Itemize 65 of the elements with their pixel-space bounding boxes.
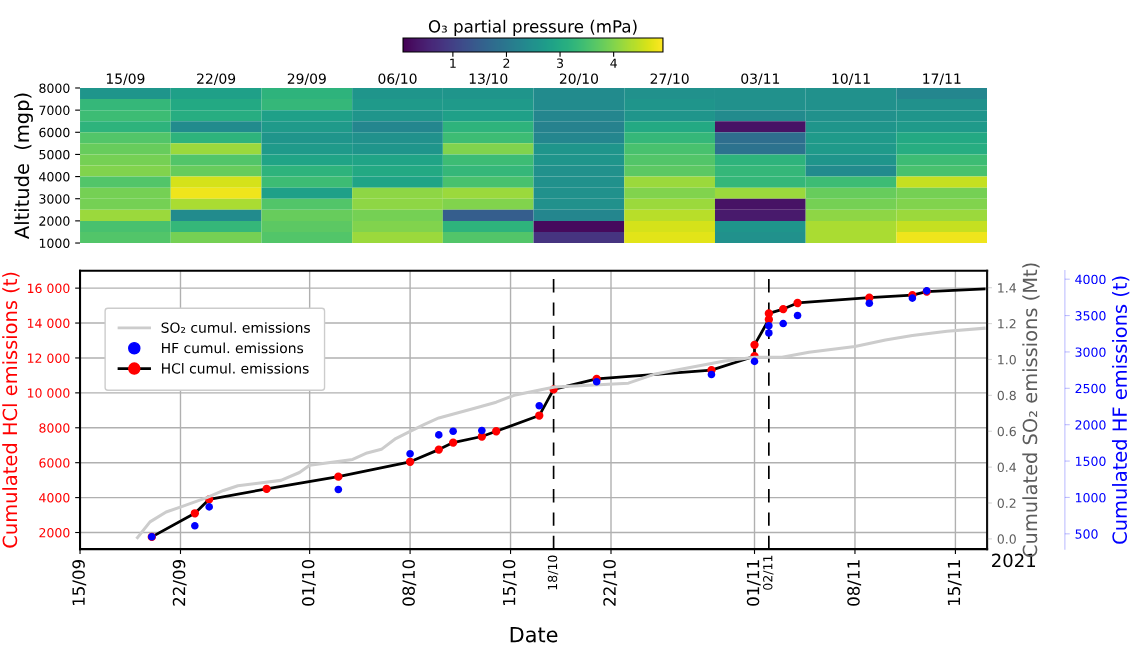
color-bar-label: 4	[610, 58, 617, 68]
y-tick-label: 6000	[39, 458, 70, 468]
legend-label: SO₂ cumul. emissions	[161, 322, 310, 333]
x-tick-label: 06/10	[378, 73, 417, 85]
x-tick-label: 22/10	[603, 559, 618, 606]
y3-tick-label: 3000	[1075, 347, 1106, 357]
y2-tick-label: 0.4	[997, 462, 1016, 473]
y-tick-label: 4000	[39, 172, 70, 182]
color-bar-label: 1	[450, 58, 456, 68]
y3-axis-title: Cumulated HF emissions (t)	[1111, 276, 1130, 544]
x-tick-label: 01/10	[301, 559, 316, 606]
color-bar-label: 2	[503, 58, 510, 68]
y3-tick-label: 2500	[1075, 383, 1106, 394]
y3-tick-label: 1000	[1075, 492, 1106, 503]
ref-line-label: 18/10	[547, 555, 559, 590]
color-bar-title: O₃ partial pressure (mPa)	[428, 19, 637, 36]
y-tick-label: 2000	[39, 527, 70, 538]
y2-tick-label: 0.8	[997, 390, 1016, 401]
x-tick-label: 15/09	[72, 559, 87, 606]
x-tick-label: 10/11	[832, 73, 870, 85]
y-axis-title: Altitude (mgp)	[14, 93, 33, 239]
x-tick-label: 08/11	[847, 560, 862, 606]
x-tick-label: 15/11	[947, 560, 962, 606]
y-tick-label: 2000	[39, 216, 70, 226]
y2-tick-label: 1.2	[998, 319, 1016, 329]
x-tick-label: 29/09	[287, 73, 326, 85]
x-tick-label: 15/09	[106, 73, 145, 85]
y-tick-label: 8000	[39, 83, 70, 93]
y-tick-label: 3000	[39, 194, 70, 204]
y2-tick-label: 0.2	[997, 498, 1016, 508]
ref-line-label: 02/11	[763, 555, 774, 590]
y2-tick-label: 1.4	[998, 283, 1016, 293]
x-tick-label: 22/09	[197, 73, 236, 85]
color-bar-label: 3	[557, 58, 564, 68]
x-tick-label: 03/11	[741, 73, 780, 85]
x-tick-label: 01/11	[746, 560, 761, 606]
y-tick-label: 5000	[39, 149, 70, 160]
y-tick-label: 7000	[39, 105, 70, 116]
y-tick-label: 14 000	[27, 318, 70, 328]
y-tick-label: 8000	[39, 423, 70, 433]
x-tick-label: 22/09	[172, 559, 187, 606]
y-tick-label: 6000	[39, 127, 70, 138]
x-tick-label: 13/10	[469, 73, 508, 85]
y2-tick-label: 0.0	[997, 534, 1016, 544]
y3-tick-label: 1500	[1075, 456, 1106, 466]
y-tick-label: 4000	[39, 493, 70, 503]
y-tick-label: 16 000	[27, 283, 70, 294]
y3-tick-label: 3500	[1075, 311, 1106, 321]
y-tick-label: 1000	[39, 238, 70, 248]
legend-label: HF cumul. emissions	[162, 342, 304, 354]
y-tick-label: 12 000	[27, 353, 70, 363]
x-tick-label: 15/10	[502, 559, 517, 606]
y2-tick-label: 0.6	[997, 426, 1016, 437]
y3-tick-label: 2000	[1075, 420, 1106, 430]
x-tick-label: 20/10	[559, 73, 599, 85]
x-tick-label: 08/10	[402, 559, 417, 606]
y-axis-title: Cumulated HCl emissions (t)	[2, 272, 20, 548]
y-tick-label: 10 000	[27, 388, 70, 398]
legend-label: HCl cumul. emissions	[162, 362, 309, 374]
y2-tick-label: 1.0	[998, 354, 1016, 365]
x-tick-label: 27/10	[650, 73, 689, 85]
y3-tick-label: 4000	[1075, 274, 1106, 285]
x-axis-title: Date	[510, 626, 558, 643]
y3-tick-label: 500	[1075, 529, 1098, 539]
x-tick-label: 17/11	[923, 73, 961, 85]
